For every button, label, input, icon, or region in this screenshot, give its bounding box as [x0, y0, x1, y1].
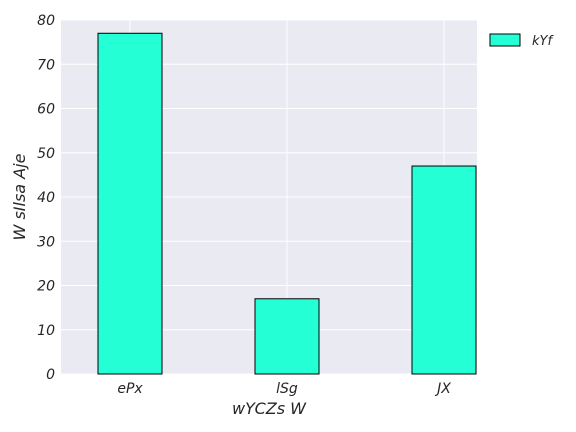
y-tick-label: 80 [37, 13, 55, 29]
bar-JX [411, 165, 477, 375]
y-tick-label: 20 [37, 279, 55, 295]
x-tick-label: ePx [117, 381, 143, 397]
x-axis-label: wYCZs W [232, 399, 307, 418]
x-tick-label: lSg [276, 381, 298, 397]
x-axis-ticks: ePx lSg JX [117, 381, 451, 397]
bars [97, 32, 477, 375]
legend: kYf [489, 33, 554, 49]
y-tick-label: 0 [46, 367, 55, 383]
y-tick-label: 30 [37, 234, 55, 250]
x-tick-label: JX [434, 381, 451, 397]
y-tick-label: 10 [37, 323, 55, 339]
y-tick-label: 60 [37, 102, 55, 118]
y-tick-label: 50 [37, 146, 55, 162]
legend-swatch [489, 33, 521, 47]
y-axis-ticks: 0 10 20 30 40 50 60 70 80 [37, 13, 55, 383]
legend-label: kYf [532, 34, 554, 49]
bar-ePx [97, 32, 163, 375]
y-tick-label: 40 [37, 190, 55, 206]
y-axis-label: W sIlsa Aje [10, 153, 29, 240]
y-tick-label: 70 [37, 57, 55, 73]
bar-lSg [254, 298, 320, 375]
